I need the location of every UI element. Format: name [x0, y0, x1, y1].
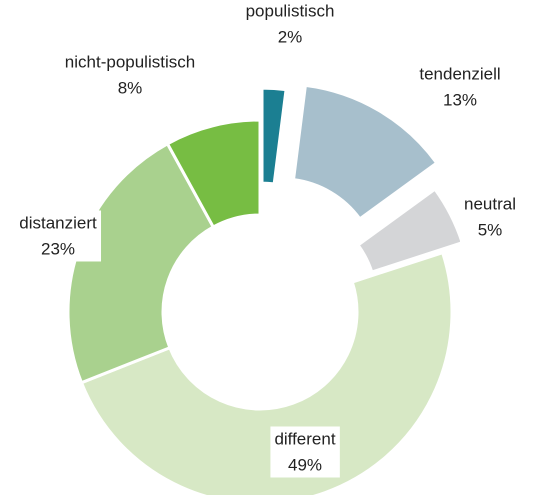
category-label: neutral: [464, 194, 516, 213]
donut-segment: [260, 86, 288, 186]
donut-segment: [291, 83, 439, 221]
data-label: distanziert 23%: [15, 210, 102, 262]
label-background: [60, 49, 200, 101]
data-label: populistisch 2%: [241, 0, 339, 50]
value-label: 49%: [288, 455, 322, 474]
category-label: different: [274, 429, 335, 448]
value-label: 8%: [118, 78, 143, 97]
donut-segment: [79, 250, 454, 495]
data-label: different 49%: [270, 426, 340, 478]
donut-segment: [66, 141, 216, 385]
label-background: [415, 61, 505, 113]
value-label: 23%: [41, 239, 75, 258]
label-background: [270, 426, 340, 478]
value-label: 13%: [443, 90, 477, 109]
category-label: nicht-populistisch: [65, 52, 195, 71]
donut-segment: [165, 118, 262, 230]
category-label: tendenziell: [419, 64, 500, 83]
value-label: 5%: [478, 220, 503, 239]
category-label: distanziert: [19, 213, 97, 232]
value-label: 2%: [278, 27, 303, 46]
data-label: tendenziell 13%: [415, 61, 505, 113]
label-background: [460, 191, 520, 243]
data-label: neutral 5%: [460, 191, 520, 243]
donut-segment: [355, 187, 465, 274]
category-label: populistisch: [246, 1, 335, 20]
data-label: nicht-populistisch 8%: [60, 49, 200, 101]
label-background: [241, 0, 339, 50]
label-background: [15, 210, 102, 262]
